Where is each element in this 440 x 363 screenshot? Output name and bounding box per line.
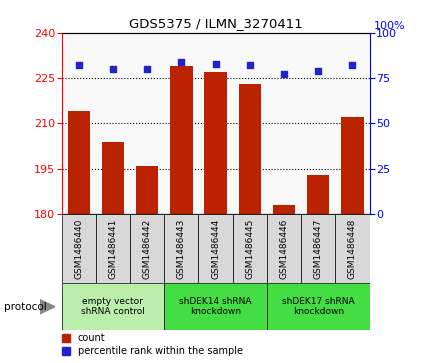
Text: protocol: protocol [4, 302, 47, 312]
FancyBboxPatch shape [62, 283, 164, 330]
Point [349, 62, 356, 68]
Bar [102, 142, 124, 214]
FancyBboxPatch shape [164, 283, 267, 330]
Text: GSM1486444: GSM1486444 [211, 219, 220, 279]
FancyBboxPatch shape [130, 214, 164, 283]
Text: GSM1486448: GSM1486448 [348, 219, 357, 279]
Text: empty vector
shRNA control: empty vector shRNA control [81, 297, 145, 317]
Text: 100%: 100% [374, 21, 406, 31]
Bar [170, 66, 193, 214]
FancyBboxPatch shape [267, 283, 370, 330]
Point [178, 59, 185, 65]
Bar [341, 117, 363, 214]
Text: GSM1486445: GSM1486445 [246, 219, 254, 279]
Point [75, 62, 82, 68]
FancyBboxPatch shape [335, 214, 370, 283]
Text: GSM1486442: GSM1486442 [143, 219, 152, 279]
Point [110, 66, 117, 72]
Text: GSM1486441: GSM1486441 [108, 219, 117, 279]
Text: shDEK14 shRNA
knockdown: shDEK14 shRNA knockdown [180, 297, 252, 317]
Bar [68, 111, 90, 214]
Point [246, 62, 253, 68]
FancyBboxPatch shape [62, 214, 96, 283]
Bar [238, 84, 261, 214]
Point [315, 68, 322, 74]
Legend: count, percentile rank within the sample: count, percentile rank within the sample [62, 333, 242, 356]
Bar [205, 72, 227, 214]
FancyBboxPatch shape [233, 214, 267, 283]
Text: GSM1486440: GSM1486440 [74, 219, 83, 279]
Point [281, 72, 288, 77]
Title: GDS5375 / ILMN_3270411: GDS5375 / ILMN_3270411 [129, 17, 302, 30]
Text: GSM1486446: GSM1486446 [279, 219, 289, 279]
FancyBboxPatch shape [267, 214, 301, 283]
FancyBboxPatch shape [198, 214, 233, 283]
Point [212, 61, 219, 66]
Bar [136, 166, 158, 214]
Bar [307, 175, 330, 214]
FancyBboxPatch shape [96, 214, 130, 283]
Point [143, 66, 150, 72]
Polygon shape [40, 299, 55, 314]
Text: GSM1486443: GSM1486443 [177, 219, 186, 279]
Bar [273, 205, 295, 214]
Text: GSM1486447: GSM1486447 [314, 219, 323, 279]
Text: shDEK17 shRNA
knockdown: shDEK17 shRNA knockdown [282, 297, 355, 317]
FancyBboxPatch shape [164, 214, 198, 283]
FancyBboxPatch shape [301, 214, 335, 283]
